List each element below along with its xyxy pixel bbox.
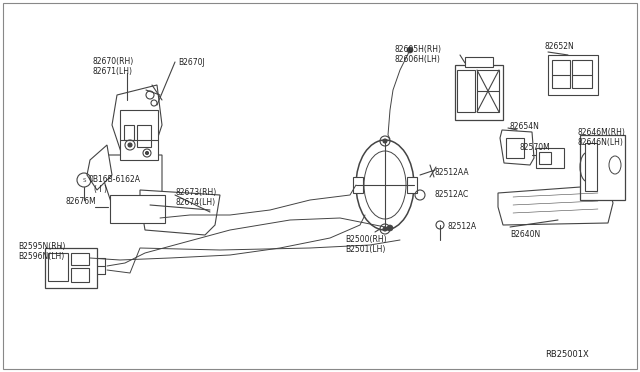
Text: 82605H(RH): 82605H(RH) bbox=[395, 45, 442, 54]
Text: B2596N(LH): B2596N(LH) bbox=[18, 252, 64, 261]
Bar bbox=[124, 125, 134, 140]
Bar bbox=[48, 253, 68, 281]
Text: 82570M: 82570M bbox=[520, 143, 551, 152]
Circle shape bbox=[383, 227, 387, 231]
Bar bbox=[457, 70, 475, 112]
Text: 82654N: 82654N bbox=[510, 122, 540, 131]
Text: ( I ): ( I ) bbox=[94, 185, 107, 194]
Text: 82646M(RH): 82646M(RH) bbox=[578, 128, 626, 137]
Polygon shape bbox=[498, 185, 613, 225]
Text: 82670(RH): 82670(RH) bbox=[92, 57, 133, 66]
Polygon shape bbox=[500, 130, 534, 165]
Bar bbox=[353, 177, 363, 193]
Text: 82512A: 82512A bbox=[448, 222, 477, 231]
Text: RB25001X: RB25001X bbox=[545, 350, 589, 359]
Circle shape bbox=[145, 151, 148, 154]
Circle shape bbox=[407, 47, 413, 53]
Text: 82646N(LH): 82646N(LH) bbox=[578, 138, 624, 147]
Circle shape bbox=[383, 139, 387, 143]
Bar bbox=[465, 57, 493, 67]
Text: B2670J: B2670J bbox=[178, 58, 205, 67]
Bar bbox=[407, 177, 417, 193]
Bar bbox=[137, 125, 151, 147]
Polygon shape bbox=[102, 155, 162, 215]
Text: 82676M: 82676M bbox=[65, 197, 96, 206]
Text: 82512AA: 82512AA bbox=[435, 168, 470, 177]
Bar bbox=[455, 65, 503, 120]
Text: B2595N(RH): B2595N(RH) bbox=[18, 242, 65, 251]
Bar bbox=[585, 143, 597, 191]
Text: 82673(RH): 82673(RH) bbox=[175, 188, 216, 197]
Text: 0B16B-6162A: 0B16B-6162A bbox=[88, 175, 140, 184]
Bar bbox=[580, 135, 625, 200]
Bar bbox=[71, 253, 89, 265]
Bar bbox=[110, 195, 165, 223]
Bar bbox=[71, 268, 89, 282]
Bar bbox=[539, 152, 551, 164]
Text: S: S bbox=[83, 177, 86, 183]
Circle shape bbox=[128, 143, 132, 147]
Polygon shape bbox=[112, 85, 162, 155]
Bar bbox=[548, 55, 598, 95]
Text: 82606H(LH): 82606H(LH) bbox=[395, 55, 441, 64]
Bar bbox=[552, 60, 570, 88]
Text: 82512AC: 82512AC bbox=[435, 190, 469, 199]
Bar bbox=[572, 60, 592, 88]
Text: B2500(RH): B2500(RH) bbox=[345, 235, 387, 244]
Bar bbox=[536, 148, 564, 168]
Text: 82674(LH): 82674(LH) bbox=[175, 198, 215, 207]
Bar bbox=[120, 110, 158, 160]
Text: 82671(LH): 82671(LH) bbox=[92, 67, 132, 76]
Polygon shape bbox=[140, 190, 220, 235]
Bar bbox=[506, 138, 524, 158]
Text: B2501(LH): B2501(LH) bbox=[345, 245, 385, 254]
Text: B2640N: B2640N bbox=[510, 230, 540, 239]
Polygon shape bbox=[87, 145, 112, 190]
Bar bbox=[45, 248, 97, 288]
Bar bbox=[477, 70, 499, 112]
Text: 82652N: 82652N bbox=[545, 42, 575, 51]
Circle shape bbox=[387, 225, 393, 231]
